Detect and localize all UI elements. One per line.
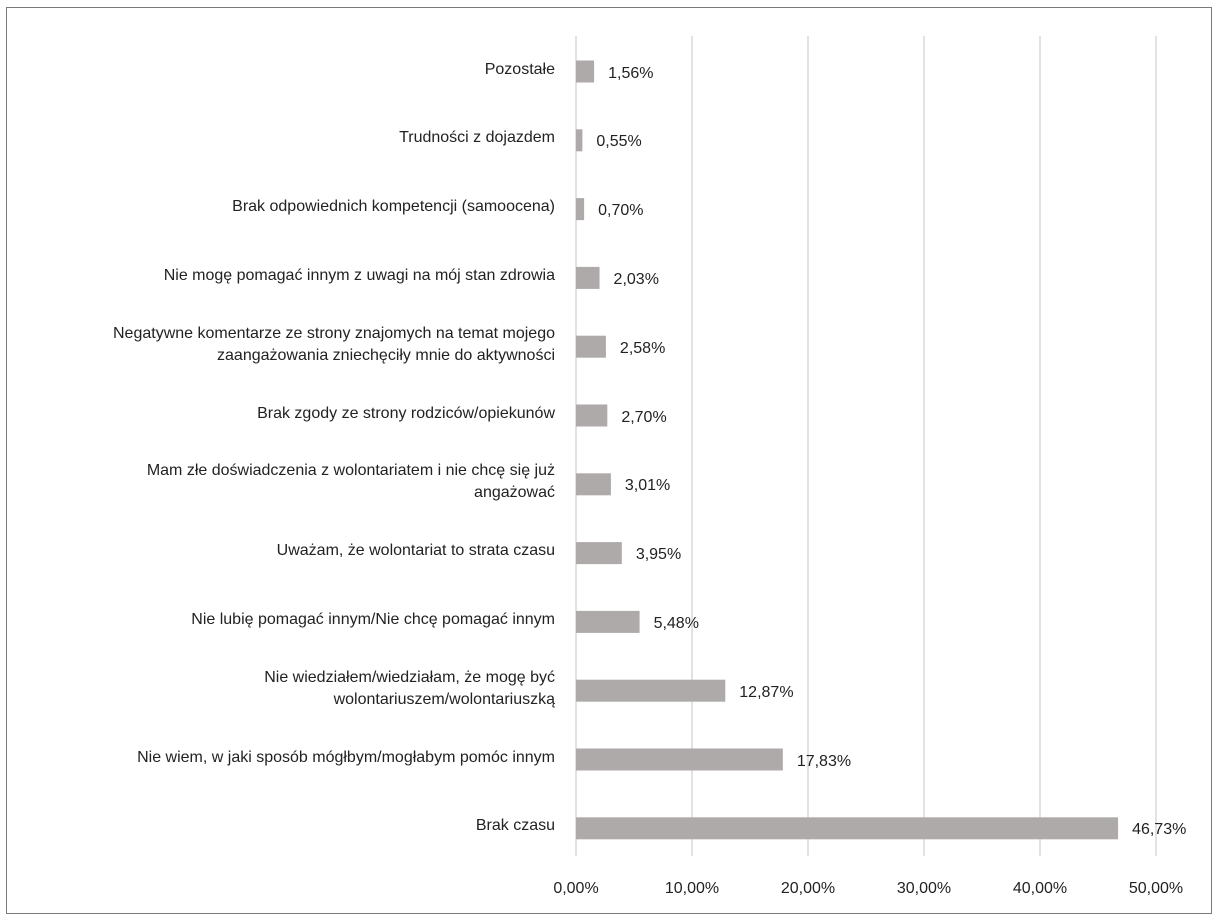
data-label-7: 3,95% [635,546,682,564]
category-label-4: Negatywne komentarze ze strony znajomych… [0,323,555,367]
category-label-line: Trudności z dojazdem [399,129,555,147]
bar-8 [576,610,640,633]
data-label-9: 12,87% [739,683,794,701]
chart-frame [6,7,1212,914]
category-label-6: Mam złe doświadczenia z wolontariatem i … [0,460,555,504]
data-label-10: 17,83% [796,752,852,770]
bar-9 [576,679,726,702]
category-label-9: Nie wiedziałem/wiedziałam, że mogę być wo… [0,667,555,711]
x-tick-label-0: 0,00% [553,880,599,897]
data-label-11: 46,73% [1132,821,1187,839]
category-label-0: Pozostałe [0,59,555,81]
category-label-line: Brak czasu [475,817,555,835]
category-label-line: zaangażowania zniechęciły mnie do aktywn… [217,346,555,364]
category-label-2: Brak odpowiednich kompetencji (samoocena… [0,196,555,218]
bar-0 [576,60,595,83]
category-label-line: Brak odpowiednich kompetencji (samoocena… [232,198,555,216]
bar-4 [576,335,606,358]
category-label-line: Nie lubię pomagać innym/Nie chcę pomagać… [191,610,555,628]
category-label-line: wolontariuszem/wolontariuszką [333,690,555,708]
category-label-line: Mam złe doświadczenia z wolontariatem i … [146,462,555,480]
category-label-line: Nie wiedziałem/wiedziałam, że mogę być [264,668,555,686]
category-label-10: Nie wiem, w jaki sposób mógłbym/mogłabym… [0,747,555,769]
category-label-7: Uważam, że wolontariat to strata czasu [0,540,555,562]
category-label-line: Negatywne komentarze ze strony znajomych… [113,324,555,342]
category-label-11: Brak czasu [0,815,555,837]
category-label-line: Nie wiem, w jaki sposób mógłbym/mogłabym… [137,748,555,766]
data-label-3: 2,03% [613,270,659,288]
category-label-line: Brak zgody ze strony rodziców/opiekunów [257,404,555,422]
data-label-6: 3,01% [624,477,671,495]
bar-6 [576,473,611,496]
bar-7 [576,542,622,565]
category-label-line: Nie mogę pomagać innym z uwagi na mój st… [163,266,555,284]
bar-1 [576,129,583,152]
category-label-8: Nie lubię pomagać innym/Nie chcę pomagać… [0,609,555,631]
data-label-8: 5,48% [653,614,699,632]
x-tick-label-2: 20,00% [780,880,836,897]
category-label-line: Uważam, że wolontariat to strata czasu [276,542,555,560]
x-tick-label-4: 40,00% [1012,880,1068,897]
bar-3 [576,266,600,289]
bar-10 [576,748,783,771]
data-label-4: 2,58% [619,339,666,357]
category-label-5: Brak zgody ze strony rodziców/opiekunów [0,403,555,425]
category-label-line: Pozostałe [484,60,555,78]
bar-2 [576,198,585,221]
x-tick-label-1: 10,00% [664,880,720,897]
data-label-0: 1,56% [608,64,654,82]
bar-5 [576,404,608,427]
x-tick-label-5: 50,00% [1128,880,1184,897]
category-label-3: Nie mogę pomagać innym z uwagi na mój st… [0,265,555,287]
x-tick-label-3: 30,00% [896,880,952,897]
data-label-5: 2,70% [621,408,667,426]
data-label-2: 0,70% [598,202,644,220]
data-label-1: 0,55% [596,133,642,151]
category-label-line: angażować [474,484,555,502]
bar-11 [576,817,1119,840]
category-label-1: Trudności z dojazdem [0,127,555,149]
